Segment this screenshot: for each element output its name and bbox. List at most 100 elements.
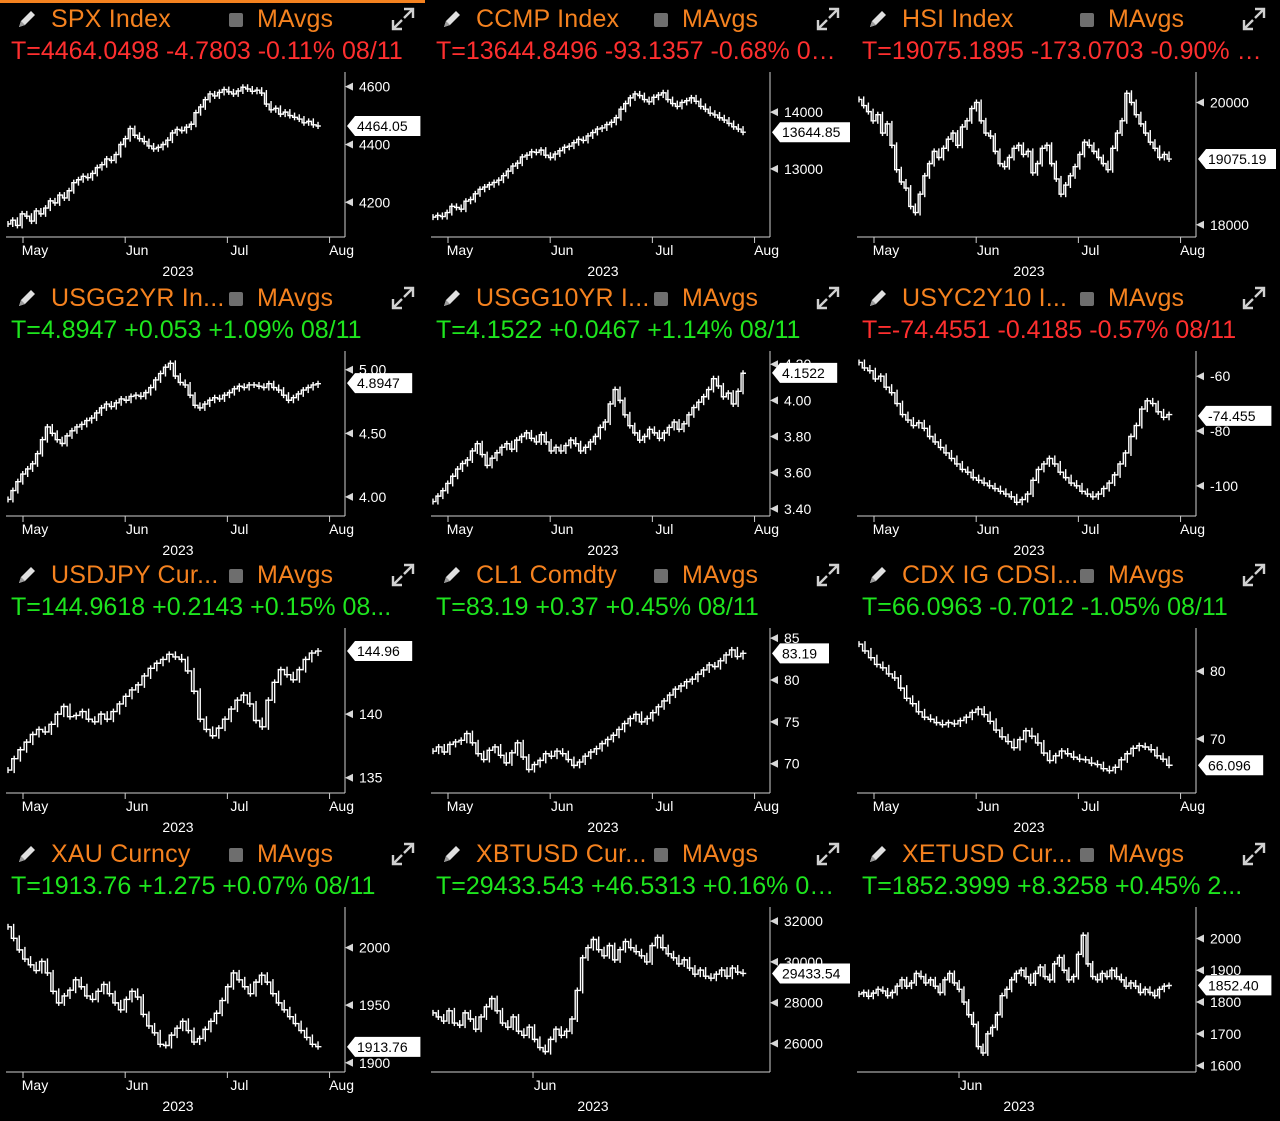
chart-svg[interactable]: 4600 4400 4200 May Jun Jul Aug 2023 4464.05 bbox=[0, 72, 425, 277]
price-series bbox=[432, 646, 747, 773]
pencil-icon[interactable] bbox=[867, 8, 889, 30]
pencil-icon[interactable] bbox=[16, 843, 38, 865]
chart-panel[interactable]: SPX Index MAvgs T=4464.0498 -4.7803 -0.1… bbox=[0, 0, 425, 279]
pencil-icon[interactable] bbox=[441, 843, 463, 865]
expand-icon[interactable] bbox=[1241, 841, 1267, 867]
chart-svg[interactable]: 14000 13000 May Jun Jul Aug 2023 13644.85 bbox=[425, 72, 850, 277]
chart-panel[interactable]: HSI Index MAvgs T=19075.1895 -173.0703 -… bbox=[851, 0, 1276, 279]
chart-panel[interactable]: CDX IG CDSI... MAvgs T=66.0963 -0.7012 -… bbox=[851, 556, 1276, 835]
chart-panel[interactable]: XAU Curncy MAvgs T=1913.76 +1.275 +0.07%… bbox=[0, 835, 425, 1114]
ticker-name[interactable]: CL1 Comdty bbox=[476, 561, 617, 589]
chart-panel[interactable]: XETUSD Cur... MAvgs T=1852.3999 +8.3258 … bbox=[851, 835, 1276, 1114]
x-tick-label: May bbox=[22, 798, 48, 814]
chart-svg[interactable]: 20000 18000 May Jun Jul Aug 2023 19075.19 bbox=[851, 72, 1276, 277]
expand-icon[interactable] bbox=[1241, 6, 1267, 32]
expand-icon[interactable] bbox=[815, 6, 841, 32]
ticker-name[interactable]: USGG10YR I... bbox=[476, 284, 650, 312]
pencil-icon[interactable] bbox=[441, 287, 463, 309]
expand-icon[interactable] bbox=[390, 6, 416, 32]
ticker-name[interactable]: HSI Index bbox=[902, 5, 1014, 33]
chart-svg[interactable]: 4.204.003.803.603.40MayJunJulAug20234.15… bbox=[425, 351, 850, 556]
mavgs-checkbox[interactable] bbox=[654, 569, 668, 583]
mavgs-checkbox[interactable] bbox=[229, 292, 243, 306]
price-chart[interactable]: 80 70 May Jun Jul Aug 2023 66.096 bbox=[851, 628, 1276, 833]
expand-icon[interactable] bbox=[1241, 285, 1267, 311]
chart-svg[interactable]: 85 80 75 70 May Jun Jul Aug 2023 83.19 bbox=[425, 628, 850, 833]
price-chart[interactable]: 85 80 75 70 May Jun Jul Aug 2023 83.19 bbox=[425, 628, 850, 833]
mavgs-label[interactable]: MAvgs bbox=[1108, 561, 1184, 589]
mavgs-checkbox[interactable] bbox=[1080, 13, 1094, 27]
pencil-icon[interactable] bbox=[16, 287, 38, 309]
mavgs-label[interactable]: MAvgs bbox=[682, 284, 758, 312]
mavgs-checkbox[interactable] bbox=[229, 569, 243, 583]
ticker-name[interactable]: CDX IG CDSI... bbox=[902, 561, 1079, 589]
ticker-name[interactable]: USYC2Y10 I... bbox=[902, 284, 1068, 312]
pencil-icon[interactable] bbox=[16, 564, 38, 586]
mavgs-checkbox[interactable] bbox=[654, 292, 668, 306]
price-chart[interactable]: 14000 13000 May Jun Jul Aug 2023 13644.85 bbox=[425, 72, 850, 277]
expand-icon[interactable] bbox=[815, 285, 841, 311]
expand-icon[interactable] bbox=[390, 285, 416, 311]
ticker-name[interactable]: CCMP Index bbox=[476, 5, 620, 33]
mavgs-label[interactable]: MAvgs bbox=[257, 5, 333, 33]
mavgs-label[interactable]: MAvgs bbox=[682, 561, 758, 589]
pencil-icon[interactable] bbox=[16, 8, 38, 30]
chart-svg[interactable]: 80 70 May Jun Jul Aug 2023 66.096 bbox=[851, 628, 1276, 833]
chart-panel[interactable]: USGG2YR In... MAvgs T=4.8947 +0.053 +1.0… bbox=[0, 279, 425, 558]
chart-svg[interactable]: 2000 1900 1800 1700 1600 Jun 2023 1852.40 bbox=[851, 907, 1276, 1112]
mavgs-label[interactable]: MAvgs bbox=[257, 561, 333, 589]
price-chart[interactable]: 4.204.003.803.603.40MayJunJulAug20234.15… bbox=[425, 351, 850, 556]
mavgs-checkbox[interactable] bbox=[229, 13, 243, 27]
price-chart[interactable]: 140 135 May Jun Jul Aug 2023 144.96 bbox=[0, 628, 425, 833]
price-chart[interactable]: -60 -80 -100 May Jun Jul Aug 2023 -74.455 bbox=[851, 351, 1276, 556]
mavgs-checkbox[interactable] bbox=[1080, 569, 1094, 583]
ticker-name[interactable]: XBTUSD Cur... bbox=[476, 840, 647, 868]
mavgs-checkbox[interactable] bbox=[1080, 848, 1094, 862]
mavgs-label[interactable]: MAvgs bbox=[1108, 840, 1184, 868]
price-chart[interactable]: 4600 4400 4200 May Jun Jul Aug 2023 4464.05 bbox=[0, 72, 425, 277]
chart-panel[interactable]: CCMP Index MAvgs T=13644.8496 -93.1357 -… bbox=[425, 0, 850, 279]
mavgs-label[interactable]: MAvgs bbox=[1108, 284, 1184, 312]
last-price-label: 66.096 bbox=[1208, 757, 1251, 773]
chart-panel[interactable]: USYC2Y10 I... MAvgs T=-74.4551 -0.4185 -… bbox=[851, 279, 1276, 558]
chart-panel[interactable]: CL1 Comdty MAvgs T=83.19 +0.37 +0.45% 08… bbox=[425, 556, 850, 835]
chart-svg[interactable]: 140 135 May Jun Jul Aug 2023 144.96 bbox=[0, 628, 425, 833]
price-chart[interactable]: 2000 1900 1800 1700 1600 Jun 2023 1852.40 bbox=[851, 907, 1276, 1112]
chart-svg[interactable]: 2000 1950 1900 May Jun Jul Aug 2023 1913.76 bbox=[0, 907, 425, 1112]
ticker-name[interactable]: USDJPY Cur... bbox=[51, 561, 219, 589]
price-chart[interactable]: 2000 1950 1900 May Jun Jul Aug 2023 1913.76 bbox=[0, 907, 425, 1112]
mavgs-label[interactable]: MAvgs bbox=[1108, 5, 1184, 33]
expand-icon[interactable] bbox=[390, 562, 416, 588]
mavgs-label[interactable]: MAvgs bbox=[682, 840, 758, 868]
expand-icon[interactable] bbox=[1241, 562, 1267, 588]
chart-panel[interactable]: XBTUSD Cur... MAvgs T=29433.543 +46.5313… bbox=[425, 835, 850, 1114]
mavgs-label[interactable]: MAvgs bbox=[682, 5, 758, 33]
pencil-icon[interactable] bbox=[867, 564, 889, 586]
chart-panel[interactable]: USDJPY Cur... MAvgs T=144.9618 +0.2143 +… bbox=[0, 556, 425, 835]
year-label: 2023 bbox=[587, 819, 618, 833]
pencil-icon[interactable] bbox=[441, 8, 463, 30]
expand-icon[interactable] bbox=[390, 841, 416, 867]
pencil-icon[interactable] bbox=[867, 287, 889, 309]
pencil-icon[interactable] bbox=[441, 564, 463, 586]
ticker-name[interactable]: SPX Index bbox=[51, 5, 171, 33]
mavgs-checkbox[interactable] bbox=[654, 13, 668, 27]
expand-icon[interactable] bbox=[815, 841, 841, 867]
ticker-name[interactable]: XETUSD Cur... bbox=[902, 840, 1073, 868]
pencil-icon[interactable] bbox=[867, 843, 889, 865]
price-chart[interactable]: 5.00 4.50 4.00 May Jun Jul Aug 2023 4.8947 bbox=[0, 351, 425, 556]
mavgs-label[interactable]: MAvgs bbox=[257, 284, 333, 312]
mavgs-checkbox[interactable] bbox=[229, 848, 243, 862]
mavgs-label[interactable]: MAvgs bbox=[257, 840, 333, 868]
ticker-name[interactable]: USGG2YR In... bbox=[51, 284, 225, 312]
price-chart[interactable]: 32000 30000 28000 26000 Jun 2023 29433.54 bbox=[425, 907, 850, 1112]
mavgs-checkbox[interactable] bbox=[654, 848, 668, 862]
ticker-name[interactable]: XAU Curncy bbox=[51, 840, 191, 868]
chart-svg[interactable]: -60 -80 -100 May Jun Jul Aug 2023 -74.455 bbox=[851, 351, 1276, 556]
mavgs-checkbox[interactable] bbox=[1080, 292, 1094, 306]
expand-icon[interactable] bbox=[815, 562, 841, 588]
price-chart[interactable]: 20000 18000 May Jun Jul Aug 2023 19075.19 bbox=[851, 72, 1276, 277]
chart-panel[interactable]: USGG10YR I... MAvgs T=4.1522 +0.0467 +1.… bbox=[425, 279, 850, 558]
